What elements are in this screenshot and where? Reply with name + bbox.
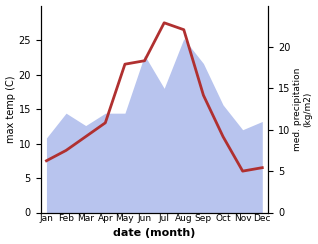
- Y-axis label: med. precipitation
(kg/m2): med. precipitation (kg/m2): [293, 67, 313, 151]
- Y-axis label: max temp (C): max temp (C): [5, 75, 16, 143]
- X-axis label: date (month): date (month): [113, 228, 196, 238]
